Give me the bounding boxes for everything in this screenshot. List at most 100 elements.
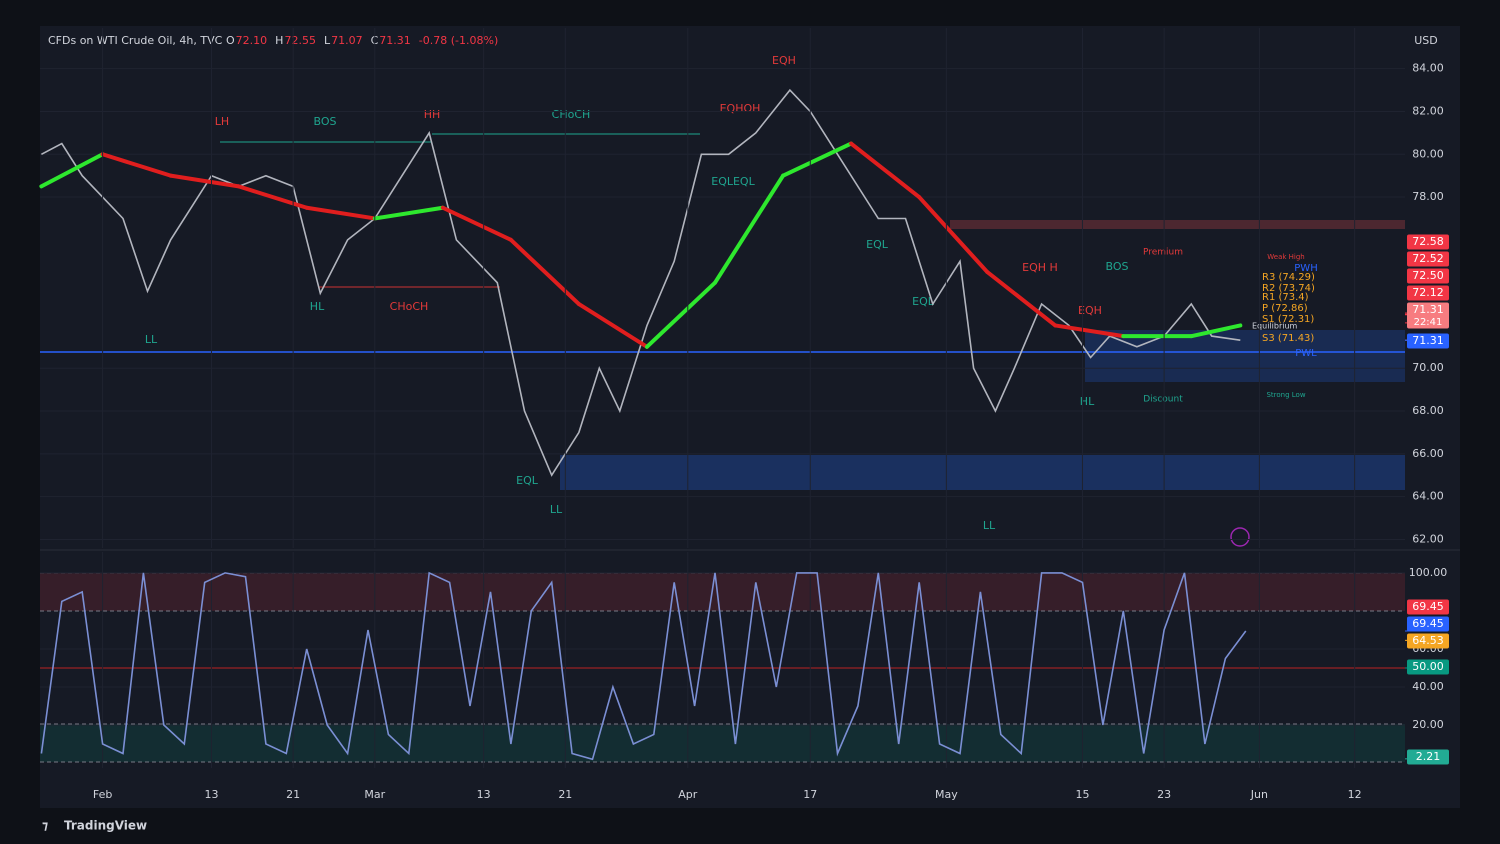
price-tag-label: 50.00	[1412, 660, 1444, 673]
pivot-label: Equilibrium	[1252, 322, 1298, 331]
moving-average	[781, 141, 854, 178]
ohlc-key: H	[275, 34, 283, 47]
price-tag	[1407, 251, 1449, 267]
demand-zone	[1085, 330, 1405, 382]
annotation: EQL	[516, 474, 539, 487]
price-tag-label: 71.31	[1412, 334, 1444, 347]
annotation: PWL	[1295, 348, 1317, 359]
moving-average	[100, 152, 173, 178]
price-tag	[1407, 659, 1449, 675]
pivot-label: R2 (73.74)	[1262, 283, 1315, 294]
annotation: Premium	[1143, 248, 1183, 258]
price-tag	[1407, 285, 1449, 301]
moving-average	[508, 237, 581, 307]
overbought-band	[40, 573, 1405, 611]
moving-average	[39, 152, 105, 189]
oversold-band	[40, 724, 1405, 762]
y-tick-label: 84.00	[1412, 62, 1444, 75]
moving-average	[644, 280, 718, 349]
brand[interactable]: TradingView	[64, 819, 147, 833]
annotation: HL	[310, 300, 325, 313]
annotation: EQH H	[1022, 261, 1058, 274]
price-tag-label: 69.45	[1412, 617, 1444, 630]
moving-average	[1189, 323, 1243, 339]
pivot-label: P (72.86)	[1262, 303, 1308, 314]
price-tag-label: 72.12	[1412, 286, 1444, 299]
ohlc-value: 71.07	[331, 34, 363, 47]
change: -0.78 (-1.08%)	[419, 34, 498, 47]
annotation: EQH	[1078, 304, 1102, 317]
moving-average	[713, 173, 786, 285]
pivot-label: S3 (71.43)	[1262, 333, 1314, 344]
moving-average	[372, 205, 445, 221]
chart-area	[40, 26, 1460, 808]
pivot-label: R1 (73.4)	[1262, 292, 1309, 303]
x-tick-label: 23	[1157, 788, 1171, 801]
y-tick-label: 66.00	[1412, 447, 1444, 460]
y-tick-label: 80.00	[1412, 147, 1444, 160]
brand-logo: ⁊	[42, 819, 48, 833]
annotation: CHoCH	[390, 300, 429, 313]
x-tick-label: Apr	[678, 788, 698, 801]
annotation: LH	[215, 115, 229, 128]
price-tag-label: 71.31	[1412, 303, 1444, 316]
moving-average	[576, 302, 649, 349]
annotation: EQHOH	[720, 102, 761, 115]
x-tick-label: 17	[803, 788, 817, 801]
ohlc-value: 72.55	[284, 34, 316, 47]
price-tag	[1407, 599, 1449, 615]
y-tick-label: 64.00	[1412, 490, 1444, 503]
x-tick-label: 21	[286, 788, 300, 801]
price-tag-label: 69.45	[1412, 600, 1444, 613]
y-tick-label: 82.00	[1412, 104, 1444, 117]
annotation: BOS	[1106, 260, 1129, 273]
annotation: Weak High	[1267, 253, 1304, 261]
moving-average	[849, 141, 922, 200]
supply-zone	[950, 220, 1405, 229]
pivot-label: S1 (72.31)	[1262, 314, 1314, 325]
annotation: LL	[983, 519, 996, 532]
currency: USD	[1414, 34, 1438, 47]
price-tag-label: 2.21	[1416, 750, 1441, 763]
annotation: CHoCH	[552, 108, 591, 121]
moving-average	[304, 205, 377, 221]
annotation: EQH	[772, 54, 796, 67]
x-tick-label: 15	[1075, 788, 1089, 801]
annotation: PWH	[1294, 263, 1317, 274]
y-tick-label: 70.00	[1412, 361, 1444, 374]
x-tick-label: Feb	[93, 788, 112, 801]
y-tick-label: 62.00	[1412, 532, 1444, 545]
y-tick-label: 78.00	[1412, 190, 1444, 203]
moving-average	[1053, 323, 1126, 339]
alert-icon[interactable]	[1230, 527, 1250, 547]
price-tag	[1407, 616, 1449, 632]
annotation: BOS	[314, 115, 337, 128]
annotation: HL	[1080, 395, 1095, 408]
moving-average	[985, 269, 1058, 328]
ohlc-key: O	[226, 34, 235, 47]
price-tag	[1407, 333, 1449, 349]
y-tick-label: 68.00	[1412, 404, 1444, 417]
price-line	[41, 88, 1241, 477]
price-tag	[1407, 633, 1449, 649]
price-tag	[1407, 302, 1449, 329]
moving-average	[917, 195, 990, 274]
price-tag	[1407, 234, 1449, 250]
x-tick-label: Mar	[364, 788, 385, 801]
y-tick-label: 100.00	[1409, 566, 1448, 579]
y-tick-label: 20.00	[1412, 718, 1444, 731]
price-tag	[1407, 268, 1449, 284]
stochastic-line	[40, 571, 1247, 761]
annotation: Strong Low	[1266, 391, 1305, 399]
x-tick-label: 13	[204, 788, 218, 801]
price-tag	[1407, 749, 1449, 765]
annotation: HH	[424, 108, 441, 121]
moving-average	[236, 184, 309, 210]
price-tag-countdown: 22:41	[1414, 317, 1443, 328]
ohlc-value: 72.10	[236, 34, 268, 47]
x-tick-label: 21	[558, 788, 572, 801]
annotation: LL	[145, 333, 158, 346]
annotation: EQL	[866, 238, 889, 251]
ohlc-value: 71.31	[379, 34, 411, 47]
